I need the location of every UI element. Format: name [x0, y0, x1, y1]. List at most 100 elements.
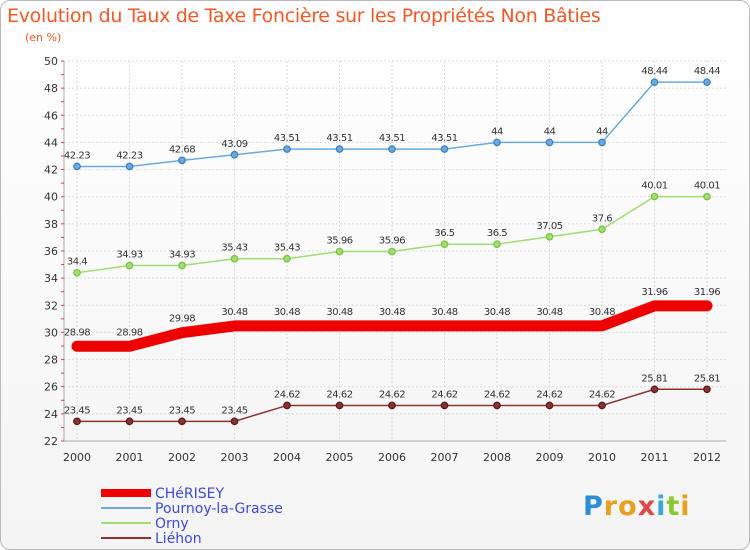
data-label-orny: 35.96: [326, 236, 352, 247]
data-label-ch-risey: 29.98: [169, 314, 195, 325]
data-point-orny: [335, 247, 344, 256]
legend-label-ch-risey: CHéRISEY: [155, 486, 225, 502]
x-tick-label: 2008: [483, 451, 511, 464]
data-point-orny: [545, 232, 554, 241]
x-tick-label: 2006: [378, 451, 406, 464]
data-label-pournoy-la-grasse: 43.51: [326, 133, 352, 144]
data-label-li-hon: 24.62: [536, 389, 562, 400]
x-tick-label: 2012: [693, 451, 721, 464]
data-point-pournoy-la-grasse: [703, 78, 711, 87]
data-point-li-hon: [73, 417, 81, 426]
data-point-orny: [440, 240, 449, 249]
logo-letter: o: [618, 491, 638, 522]
data-label-orny: 40.01: [694, 181, 720, 192]
x-tick-label: 2005: [326, 451, 354, 464]
data-label-pournoy-la-grasse: 43.51: [431, 133, 457, 144]
logo-letter: P: [583, 491, 604, 522]
data-label-ch-risey: 31.96: [641, 287, 667, 298]
data-point-pournoy-la-grasse: [598, 138, 606, 147]
y-tick-label: 24: [44, 408, 58, 421]
data-label-li-hon: 25.81: [694, 373, 720, 384]
data-point-orny: [73, 268, 81, 277]
x-tick-label: 2009: [536, 451, 564, 464]
data-point-li-hon: [335, 401, 344, 410]
data-point-pournoy-la-grasse: [73, 162, 81, 171]
y-tick-label: 34: [44, 272, 58, 285]
data-label-orny: 36.5: [434, 228, 454, 239]
data-label-li-hon: 24.62: [274, 389, 300, 400]
y-tick-label: 26: [44, 381, 58, 394]
data-label-ch-risey: 28.98: [116, 327, 142, 338]
y-tick-label: 50: [44, 55, 58, 68]
logo-letter: r: [603, 491, 619, 522]
x-tick-label: 2007: [431, 451, 459, 464]
x-tick-label: 2010: [588, 451, 616, 464]
data-label-pournoy-la-grasse: 42.68: [169, 144, 195, 155]
data-point-pournoy-la-grasse: [440, 145, 449, 153]
series-line-ch-risey: [71, 300, 713, 352]
data-point-orny: [650, 192, 659, 201]
y-tick-label: 48: [44, 82, 58, 95]
data-point-orny: [388, 247, 396, 256]
y-tick-label: 30: [44, 326, 58, 339]
chart-title: Evolution du Taux de Taxe Foncière sur l…: [7, 5, 601, 27]
data-label-pournoy-la-grasse: 48.44: [641, 66, 667, 77]
y-tick-label: 40: [44, 191, 58, 204]
data-label-orny: 34.93: [169, 250, 195, 261]
data-point-orny: [178, 261, 186, 270]
data-point-li-hon: [650, 385, 659, 394]
x-tick-label: 2011: [641, 451, 669, 464]
data-point-li-hon: [283, 401, 291, 410]
data-label-orny: 35.43: [274, 243, 300, 254]
data-label-pournoy-la-grasse: 43.51: [274, 133, 300, 144]
data-point-orny: [230, 254, 239, 263]
data-point-pournoy-la-grasse: [178, 156, 186, 165]
data-label-orny: 35.43: [221, 243, 247, 254]
y-tick-label: 42: [44, 164, 58, 177]
data-label-orny: 34.93: [116, 250, 142, 261]
y-tick-label: 36: [44, 245, 58, 258]
data-label-li-hon: 23.45: [64, 405, 90, 416]
proxiti-logo: Proxiti: [583, 491, 691, 522]
data-point-orny: [703, 192, 711, 201]
y-tick-label: 44: [44, 136, 58, 149]
legend-label-li-hon: Liéhon: [155, 531, 202, 547]
data-label-ch-risey: 30.48: [536, 307, 562, 318]
data-label-orny: 35.96: [379, 236, 405, 247]
data-label-ch-risey: 31.96: [694, 287, 720, 298]
data-label-pournoy-la-grasse: 44: [491, 126, 503, 137]
data-label-pournoy-la-grasse: 44: [544, 126, 556, 137]
data-point-pournoy-la-grasse: [388, 145, 396, 153]
data-point-li-hon: [125, 417, 134, 426]
y-tick-label: 38: [44, 218, 58, 231]
data-point-orny: [125, 261, 134, 270]
data-label-li-hon: 24.62: [484, 389, 510, 400]
data-point-orny: [598, 225, 606, 234]
logo-letter: i: [656, 491, 667, 522]
data-label-ch-risey: 30.48: [431, 307, 457, 318]
data-label-pournoy-la-grasse: 42.23: [116, 150, 142, 161]
data-point-pournoy-la-grasse: [125, 162, 134, 171]
data-point-li-hon: [178, 417, 186, 426]
legend-label-orny: Orny: [155, 516, 189, 532]
data-label-ch-risey: 30.48: [274, 307, 300, 318]
data-point-pournoy-la-grasse: [335, 145, 344, 153]
data-point-pournoy-la-grasse: [230, 150, 239, 159]
logo-letter: i: [680, 491, 691, 522]
data-label-orny: 37.05: [536, 221, 562, 232]
data-label-ch-risey: 30.48: [379, 307, 405, 318]
data-label-pournoy-la-grasse: 44: [596, 126, 608, 137]
data-label-li-hon: 25.81: [641, 373, 667, 384]
data-point-pournoy-la-grasse: [493, 138, 501, 147]
data-point-pournoy-la-grasse: [545, 138, 554, 147]
data-label-ch-risey: 30.48: [221, 307, 247, 318]
data-point-li-hon: [545, 401, 554, 410]
y-tick-label: 46: [44, 109, 58, 122]
data-label-li-hon: 24.62: [589, 389, 615, 400]
data-label-li-hon: 23.45: [116, 405, 142, 416]
data-label-li-hon: 24.62: [326, 389, 352, 400]
data-point-li-hon: [230, 417, 239, 426]
data-label-pournoy-la-grasse: 48.44: [694, 66, 720, 77]
logo-letter: x: [637, 491, 657, 522]
